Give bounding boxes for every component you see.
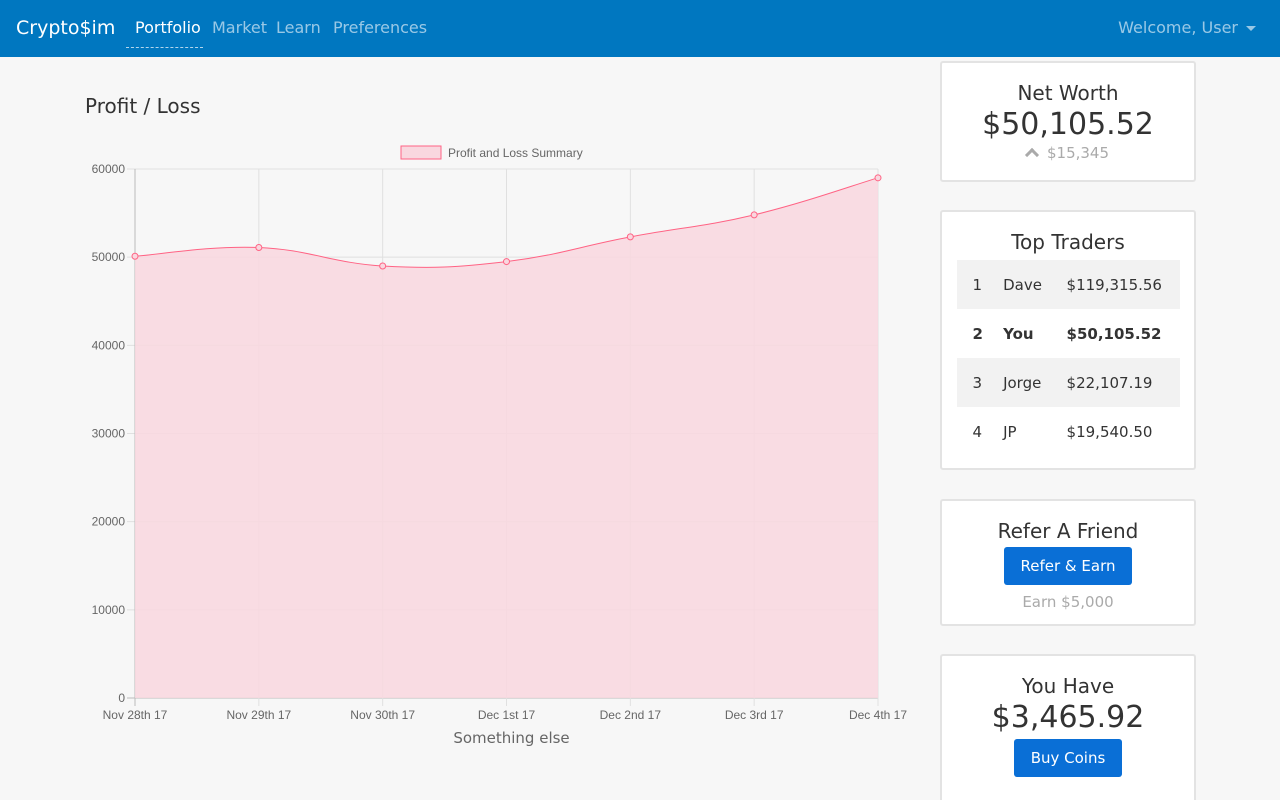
trader-value: $22,107.19: [1066, 373, 1153, 392]
page-title: Profit / Loss: [85, 94, 201, 118]
refer-note: Earn $5,000: [1022, 593, 1114, 611]
table-row: 1 Dave $119,315.56: [956, 260, 1180, 309]
x-tick-label: Nov 29th 17: [226, 708, 291, 722]
x-tick-label: Dec 4th 17: [849, 708, 907, 722]
active-nav-indicator: [126, 47, 203, 48]
top-traders-table: 1 Dave $119,315.56 2 You $50,105.52 3 Jorge $2…: [956, 260, 1180, 456]
trader-name: Dave: [1003, 275, 1042, 294]
you-have-title: You Have: [1021, 674, 1115, 698]
x-tick-label: Nov 28th 17: [103, 708, 168, 722]
x-tick-label: Dec 3rd 17: [725, 708, 784, 722]
data-point: [503, 258, 510, 266]
y-tick-label: 60000: [92, 162, 126, 176]
trader-value: $19,540.50: [1066, 422, 1153, 441]
you-have-value: $3,465.92: [991, 700, 1145, 735]
net-worth-change-value: $15,345: [1046, 144, 1110, 162]
top-traders-card: Top Traders 1 Dave $119,315.56 2 You $50,105…: [940, 210, 1196, 470]
trader-value: $119,315.56: [1066, 275, 1162, 294]
you-have-card: You Have $3,465.92 Buy Coins: [940, 654, 1196, 800]
trader-rank: 3: [972, 373, 983, 392]
data-point: [255, 243, 263, 251]
table-row: 3 Jorge $22,107.19: [956, 358, 1180, 407]
y-tick-label: 0: [118, 691, 125, 705]
trader-value: $50,105.52: [1066, 324, 1162, 343]
y-tick-label: 20000: [92, 515, 126, 529]
refer-earn-button[interactable]: Refer & Earn: [1003, 547, 1133, 585]
data-point: [626, 233, 634, 241]
table-row: 2 You $50,105.52: [957, 309, 1180, 358]
net-worth-change: $15,345: [942, 144, 1194, 163]
x-tick-label: Dec 1st 17: [478, 708, 536, 722]
refer-friend-card: Refer A Friend Refer & Earn Earn $5,000: [940, 499, 1196, 626]
nav-portfolio[interactable]: Portfolio: [135, 18, 201, 37]
nav-learn[interactable]: Learn: [276, 18, 321, 37]
user-menu[interactable]: Welcome, User: [1118, 18, 1256, 37]
chevron-up-icon: [1024, 147, 1040, 163]
trader-name: Jorge: [1003, 373, 1042, 392]
legend-label: Profit and Loss Summary: [448, 146, 583, 160]
x-tick-label: Dec 2nd 17: [600, 708, 662, 722]
net-worth-value: $50,105.52: [982, 107, 1154, 142]
x-axis-title: Something else: [453, 729, 569, 747]
trader-rank: 1: [972, 275, 983, 294]
y-tick-label: 30000: [92, 427, 126, 441]
data-point: [131, 252, 139, 260]
series-area: [135, 177, 878, 699]
data-point: [750, 211, 758, 219]
net-worth-card: Net Worth $50,105.52 $15,345: [940, 61, 1196, 182]
trader-rank: 4: [972, 422, 983, 441]
nav-market[interactable]: Market: [212, 18, 267, 37]
data-point: [379, 262, 387, 270]
legend-swatch: [400, 145, 442, 160]
top-traders-title: Top Traders: [1011, 230, 1125, 254]
top-navbar: Crypto$im Portfolio Market Learn Prefere…: [0, 0, 1280, 57]
trader-rank: 2: [972, 324, 983, 343]
y-tick-label: 40000: [92, 338, 126, 352]
net-worth-title: Net Worth: [1017, 81, 1119, 105]
buy-coins-button[interactable]: Buy Coins: [1013, 739, 1123, 777]
trader-name: You: [1003, 324, 1034, 343]
trader-name: JP: [1003, 422, 1017, 441]
user-menu-label: Welcome, User: [1118, 18, 1238, 37]
y-tick-label: 10000: [92, 603, 126, 617]
refer-title: Refer A Friend: [997, 519, 1139, 543]
chevron-down-icon: [1246, 26, 1256, 31]
profit-loss-chart: 0 10000 20000 30000 40000 50000 60000 Nov 28th …: [92, 145, 907, 747]
data-point: [874, 174, 882, 182]
y-tick-label: 50000: [92, 250, 126, 264]
brand-logo[interactable]: Crypto$im: [16, 17, 116, 39]
x-tick-label: Nov 30th 17: [350, 708, 415, 722]
nav-preferences[interactable]: Preferences: [333, 18, 428, 37]
table-row: 4 JP $19,540.50: [957, 407, 1180, 456]
